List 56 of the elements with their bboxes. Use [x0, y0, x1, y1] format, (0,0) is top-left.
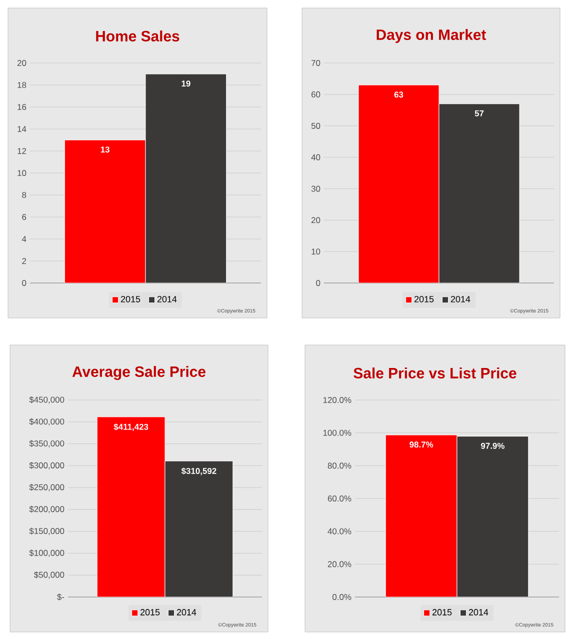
y-tick-label: 30 [311, 186, 320, 192]
y-tick-label: 4 [22, 236, 26, 242]
y-tick-label: 40.0% [328, 528, 352, 534]
y-tick-label: 60.0% [328, 496, 352, 502]
y-tick-label: 6 [22, 214, 26, 220]
y-tick-label: $300,000 [29, 462, 64, 470]
y-tick-label: $350,000 [29, 440, 64, 448]
y-tick-label: 120.0% [323, 397, 352, 403]
y-tick-label: 0.0% [332, 594, 352, 600]
y-tick-label: $400,000 [29, 418, 64, 426]
y-tick-label: 10 [18, 170, 26, 176]
y-tick-label: 50 [311, 122, 320, 129]
y-tick-label: $150,000 [29, 528, 64, 536]
y-tick-label: 100.0% [323, 430, 352, 436]
y-tick-label: 20.0% [328, 561, 352, 568]
legend-label: 2015 [432, 609, 452, 616]
data-label: 97.9% [480, 442, 504, 449]
chart-title: Sale Price vs List Price [354, 368, 516, 378]
y-tick-label: $100,000 [29, 550, 64, 557]
y-tick-label: 40 [311, 154, 320, 160]
legend-label: 2015 [121, 296, 140, 302]
data-label: 57 [474, 110, 484, 116]
legend-label: 2015 [140, 609, 160, 616]
data-label: 13 [100, 146, 110, 153]
y-tick-label: 0 [22, 280, 26, 286]
chart-title: Days on Market [376, 29, 486, 43]
y-tick-label: 14 [18, 126, 26, 132]
legend-label: 2014 [157, 296, 177, 302]
y-tick-label: 18 [18, 82, 26, 88]
y-tick-label: $- [57, 594, 64, 600]
data-label: 19 [182, 80, 190, 87]
chart-title: Home Sales [96, 30, 180, 42]
y-tick-label: 70 [312, 60, 320, 66]
data-label: $310,592 [181, 468, 216, 476]
y-tick-label: $200,000 [29, 506, 64, 514]
y-tick-label: $250,000 [29, 484, 64, 492]
data-label: 98.7% [410, 442, 434, 448]
legend-label: 2014 [450, 296, 470, 302]
y-tick-label: 10 [312, 248, 320, 255]
chart-title: Average Sale Price [72, 366, 206, 380]
y-tick-label: 8 [22, 192, 26, 198]
y-tick-label: 0 [316, 280, 320, 286]
legend-label: 2014 [468, 609, 488, 616]
y-tick-label: 16 [18, 104, 26, 110]
data-label: 63 [394, 92, 404, 98]
y-tick-label: 20 [311, 217, 320, 224]
y-tick-label: 12 [18, 148, 26, 154]
y-tick-label: 20 [17, 60, 26, 66]
y-tick-label: 60 [312, 91, 320, 98]
legend-label: 2014 [176, 609, 196, 616]
legend-label: 2015 [414, 296, 434, 302]
y-tick-label: 2 [22, 258, 26, 264]
y-tick-label: $50,000 [34, 571, 64, 579]
data-label: $411,423 [114, 423, 148, 432]
y-tick-label: 80.0% [328, 462, 352, 469]
y-tick-label: $450,000 [29, 396, 64, 404]
